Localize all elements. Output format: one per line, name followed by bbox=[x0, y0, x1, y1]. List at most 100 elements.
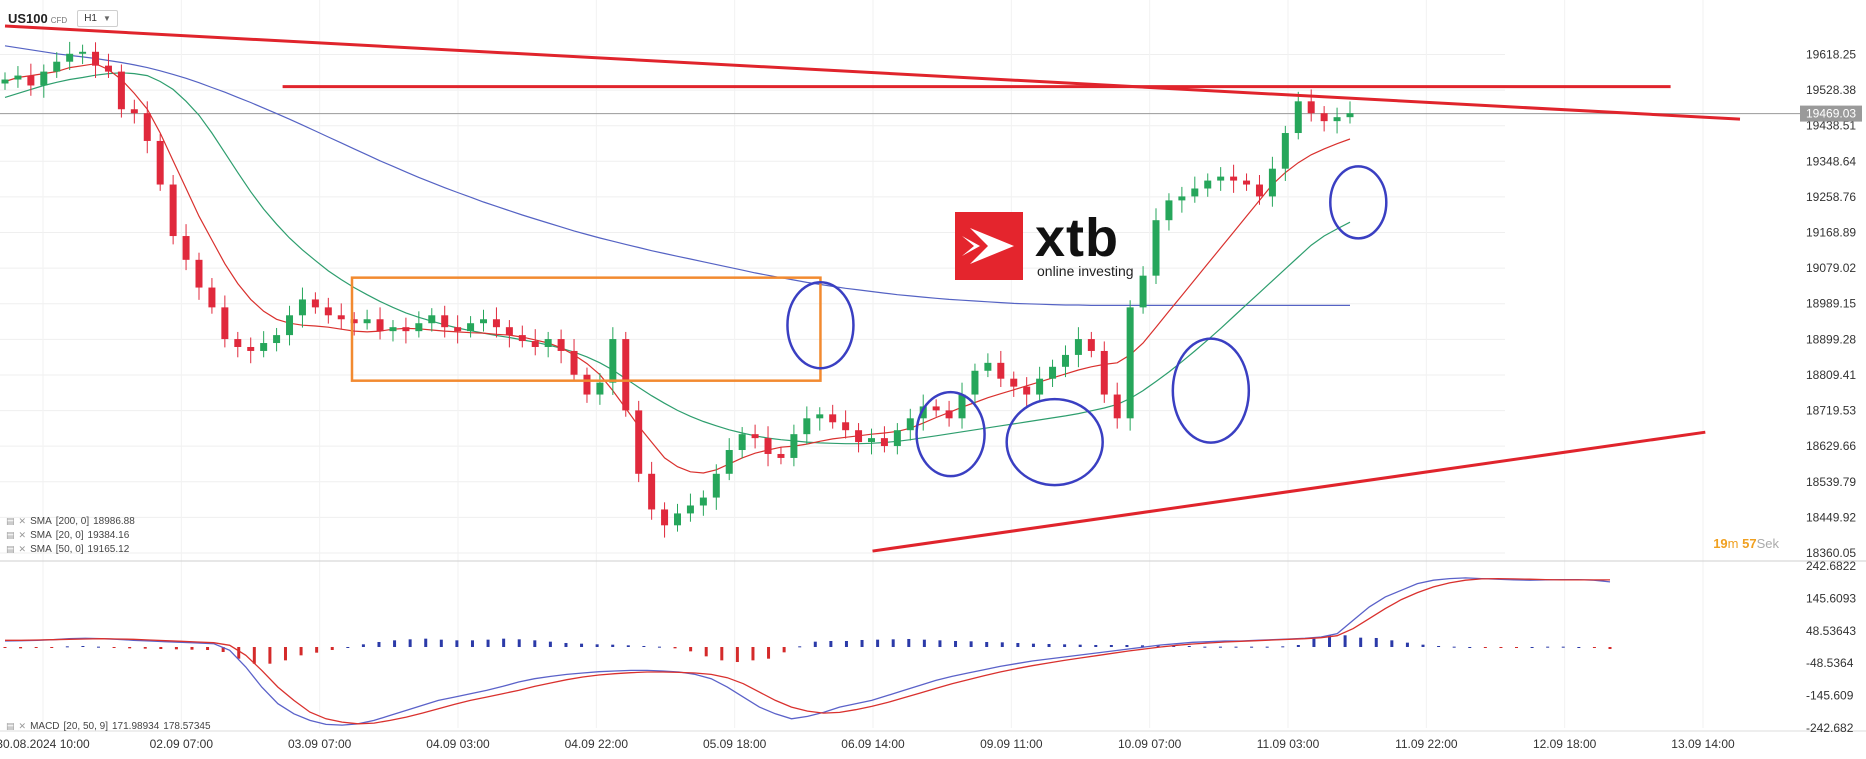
candle bbox=[906, 408, 914, 441]
candle bbox=[648, 461, 656, 520]
candle-body bbox=[1139, 275, 1147, 308]
candle bbox=[958, 382, 966, 429]
macd-histogram-bar bbox=[1515, 647, 1519, 648]
candle bbox=[221, 295, 229, 348]
candle-body bbox=[1, 79, 9, 84]
candle bbox=[311, 292, 319, 314]
current-price-label: 19469.03 bbox=[1806, 107, 1856, 121]
macd-histogram-bar bbox=[704, 647, 708, 657]
candle bbox=[1074, 327, 1082, 368]
close-icon[interactable]: ✕ bbox=[18, 516, 27, 526]
candle-body bbox=[1294, 101, 1302, 134]
macd-histogram-bar bbox=[252, 647, 256, 664]
price-tick-label: 18809.41 bbox=[1806, 368, 1856, 382]
settings-icon[interactable]: ▤ bbox=[6, 516, 15, 526]
legend-sma-200[interactable]: ▤ ✕ SMA [200, 0] 18986.88 bbox=[6, 516, 135, 527]
candle-body bbox=[661, 509, 669, 526]
countdown-seconds: 57 bbox=[1742, 536, 1757, 551]
macd-histogram-bar bbox=[1094, 644, 1098, 647]
legend-name: MACD bbox=[30, 721, 60, 732]
legend-sma-20[interactable]: ▤ ✕ SMA [20, 0] 19384.16 bbox=[6, 530, 129, 541]
settings-icon[interactable]: ▤ bbox=[6, 544, 15, 554]
macd-histogram-bar bbox=[1156, 645, 1160, 647]
macd-histogram-bar bbox=[1218, 646, 1222, 648]
candle-body bbox=[27, 75, 35, 86]
candle-body bbox=[1165, 200, 1173, 221]
macd-histogram-bar bbox=[1437, 645, 1441, 647]
candle bbox=[415, 311, 423, 338]
macd-histogram-bar bbox=[969, 641, 973, 647]
macd-histogram-bar bbox=[19, 647, 23, 649]
highlight-circle bbox=[915, 390, 986, 478]
candle-body bbox=[92, 51, 100, 66]
candle bbox=[764, 426, 772, 467]
candle bbox=[971, 363, 979, 407]
legend-macd[interactable]: ▤ ✕ MACD [20, 50, 9] 171.98934 178.57345 bbox=[6, 721, 211, 732]
price-tick-label: 18629.66 bbox=[1806, 439, 1856, 453]
close-icon[interactable]: ✕ bbox=[18, 544, 27, 554]
candle bbox=[1010, 371, 1018, 397]
candle-body bbox=[583, 374, 591, 395]
candle-body bbox=[467, 323, 475, 332]
legend-value: 171.98934 bbox=[112, 721, 160, 732]
close-icon[interactable]: ✕ bbox=[18, 721, 27, 731]
candle bbox=[402, 317, 410, 344]
sma-20-line bbox=[4, 63, 1351, 474]
candle-body bbox=[1307, 101, 1315, 114]
time-tick-label: 09.09 11:00 bbox=[980, 737, 1043, 751]
settings-icon[interactable]: ▤ bbox=[6, 721, 15, 731]
macd-histogram-bar bbox=[798, 646, 802, 648]
candle-body bbox=[208, 287, 216, 308]
candle bbox=[893, 423, 901, 455]
macd-tick-label: -48.5364 bbox=[1806, 656, 1854, 670]
candle bbox=[1036, 366, 1044, 401]
symbol-name: US100 bbox=[8, 11, 48, 26]
time-tick-label: 11.09 03:00 bbox=[1257, 737, 1320, 751]
candle bbox=[880, 426, 888, 453]
macd-histogram-bar bbox=[424, 638, 428, 647]
candle-body bbox=[867, 438, 875, 443]
candle bbox=[1230, 164, 1238, 193]
settings-icon[interactable]: ▤ bbox=[6, 530, 15, 540]
candle bbox=[92, 42, 100, 78]
macd-histogram-bar bbox=[1359, 637, 1363, 647]
candle bbox=[803, 406, 811, 445]
candlesticks bbox=[1, 41, 1354, 538]
candle-body bbox=[350, 319, 358, 324]
macd-histogram-bar bbox=[112, 647, 116, 648]
macd-tick-label: -145.609 bbox=[1806, 689, 1854, 703]
macd-histogram-bar bbox=[548, 641, 552, 647]
symbol-selector[interactable]: US100 CFD bbox=[8, 11, 67, 26]
candle-body bbox=[932, 406, 940, 411]
macd-histogram-bar bbox=[3, 647, 7, 649]
macd-histogram-bar bbox=[782, 647, 786, 653]
candle-body bbox=[596, 382, 604, 395]
timeframe-dropdown[interactable]: H1 ▼ bbox=[77, 10, 118, 27]
macd-histogram-bar bbox=[813, 641, 817, 647]
macd-histogram-bar bbox=[65, 646, 69, 648]
close-icon[interactable]: ✕ bbox=[18, 530, 27, 540]
candle bbox=[738, 427, 746, 459]
macd-histogram-bar bbox=[1546, 646, 1550, 648]
legend-params: [20, 0] bbox=[55, 530, 84, 541]
candle-body bbox=[1178, 196, 1186, 201]
macd-histogram-bar bbox=[720, 647, 724, 661]
candle-body bbox=[492, 319, 500, 328]
macd-histogram-bar bbox=[96, 646, 100, 648]
candle bbox=[1087, 331, 1095, 358]
time-tick-label: 12.09 18:00 bbox=[1533, 737, 1597, 751]
logo-brand: xtb bbox=[1035, 208, 1119, 268]
macd-histogram-bar bbox=[393, 640, 397, 647]
macd-histogram-bar bbox=[1312, 638, 1316, 647]
candle-body bbox=[557, 339, 565, 351]
candle bbox=[622, 331, 630, 417]
candle bbox=[867, 428, 875, 455]
macd-histogram-bar bbox=[377, 641, 381, 647]
candle-body bbox=[544, 339, 552, 347]
candle-body bbox=[376, 319, 384, 332]
candle-body bbox=[906, 418, 914, 431]
candle bbox=[1204, 173, 1212, 197]
symbol-type: CFD bbox=[50, 16, 68, 25]
legend-sma-50[interactable]: ▤ ✕ SMA [50, 0] 19165.12 bbox=[6, 544, 129, 555]
